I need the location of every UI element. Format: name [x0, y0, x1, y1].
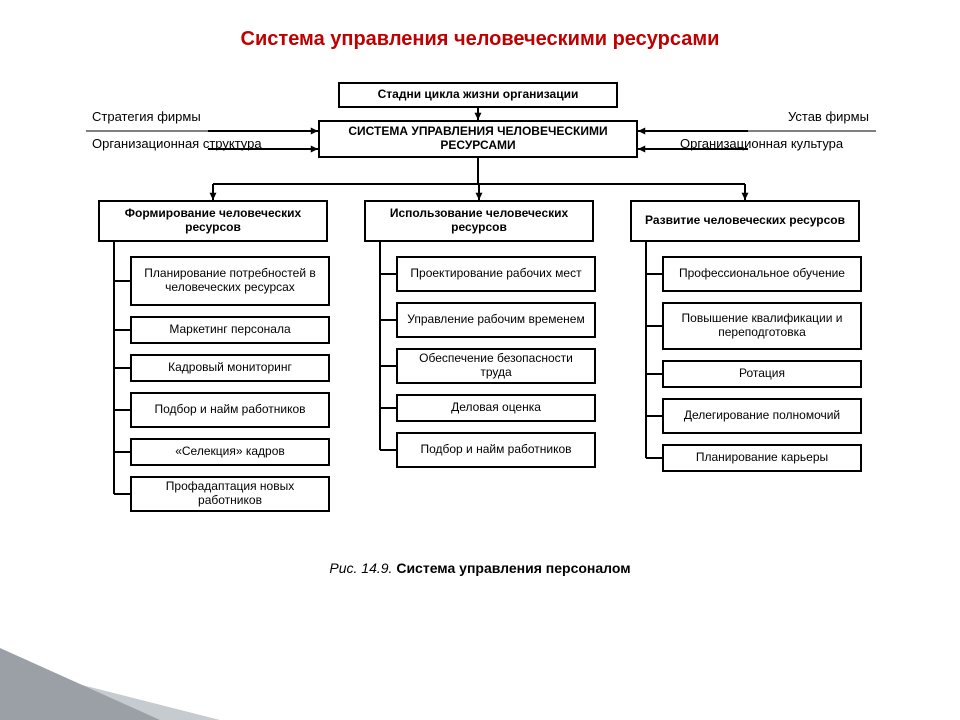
label-org-culture: Организационная культура [680, 136, 843, 151]
node-system: СИСТЕМА УПРАВЛЕНИЯ ЧЕЛОВЕЧЕСКИМИ РЕСУРСА… [318, 120, 638, 158]
node-c3_5: Планирование карьеры [662, 444, 862, 472]
node-c3_3: Ротация [662, 360, 862, 388]
figure-number: Рис. 14.9. [329, 560, 392, 576]
node-col2_head: Использование человеческих ресурсов [364, 200, 594, 242]
figure-caption: Рис. 14.9. Система управления персоналом [0, 560, 960, 576]
node-stage: Стадни цикла жизни организации [338, 82, 618, 108]
node-c1_2: Маркетинг персонала [130, 316, 330, 344]
node-c2_4: Деловая оценка [396, 394, 596, 422]
node-c3_2: Повышение квалификации и переподготовка [662, 302, 862, 350]
node-c1_5: «Селекция» кадров [130, 438, 330, 466]
figure-title: Система управления персоналом [396, 560, 630, 576]
page-title: Система управления человеческими ресурса… [0, 28, 960, 51]
label-org-structure: Организационная структура [92, 136, 262, 151]
node-c1_4: Подбор и найм работников [130, 392, 330, 428]
node-c3_4: Делегирование полномочий [662, 398, 862, 434]
node-c2_2: Управление рабочим временем [396, 302, 596, 338]
label-charter: Устав фирмы [788, 109, 869, 124]
node-c2_1: Проектирование рабочих мест [396, 256, 596, 292]
node-col3_head: Развитие человеческих ресурсов [630, 200, 860, 242]
node-c2_3: Обеспечение безопасности труда [396, 348, 596, 384]
node-c1_6: Профадаптация новых работников [130, 476, 330, 512]
node-c2_5: Подбор и найм работников [396, 432, 596, 468]
label-strategy: Стратегия фирмы [92, 109, 201, 124]
node-c1_3: Кадровый мониторинг [130, 354, 330, 382]
node-c1_1: Планирование потребностей в человеческих… [130, 256, 330, 306]
slide-corner-decor [0, 630, 220, 720]
node-col1_head: Формирование человеческих ресурсов [98, 200, 328, 242]
node-c3_1: Профессиональное обучение [662, 256, 862, 292]
